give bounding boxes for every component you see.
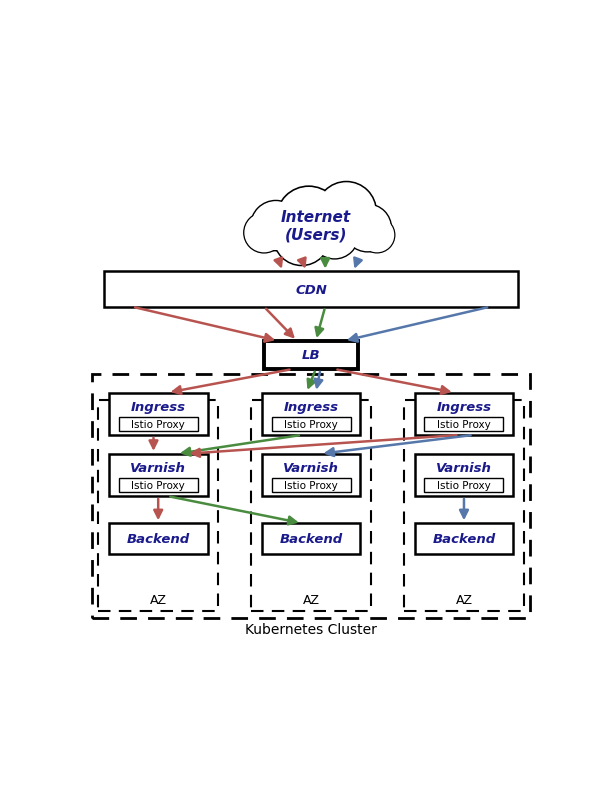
FancyBboxPatch shape [109, 393, 208, 436]
Circle shape [245, 214, 283, 253]
Text: Varnish: Varnish [131, 461, 186, 474]
Circle shape [361, 219, 393, 252]
FancyBboxPatch shape [262, 393, 361, 436]
Text: Istio Proxy: Istio Proxy [437, 419, 491, 429]
FancyBboxPatch shape [271, 478, 351, 492]
Text: Ingress: Ingress [131, 400, 186, 413]
Circle shape [317, 183, 376, 242]
Text: Istio Proxy: Istio Proxy [437, 480, 491, 491]
FancyBboxPatch shape [104, 272, 518, 307]
Circle shape [245, 214, 283, 252]
Circle shape [251, 202, 300, 251]
Circle shape [275, 212, 328, 264]
Circle shape [312, 213, 357, 258]
Text: Ingress: Ingress [436, 400, 492, 413]
Circle shape [318, 184, 375, 241]
Text: AZ: AZ [302, 594, 320, 607]
FancyBboxPatch shape [424, 478, 503, 492]
FancyBboxPatch shape [264, 341, 358, 370]
FancyBboxPatch shape [119, 417, 198, 431]
FancyBboxPatch shape [415, 523, 514, 554]
FancyBboxPatch shape [119, 478, 198, 492]
Text: CDN: CDN [295, 283, 327, 296]
Circle shape [277, 187, 341, 251]
Text: Backend: Backend [432, 532, 495, 545]
FancyBboxPatch shape [424, 417, 503, 431]
Text: AZ: AZ [150, 594, 167, 607]
Text: Istio Proxy: Istio Proxy [284, 419, 338, 429]
FancyBboxPatch shape [415, 393, 514, 436]
FancyBboxPatch shape [262, 454, 361, 496]
Text: Backend: Backend [279, 532, 343, 545]
FancyBboxPatch shape [262, 523, 361, 554]
FancyBboxPatch shape [109, 454, 208, 496]
FancyBboxPatch shape [415, 454, 514, 496]
Text: Kubernetes Cluster: Kubernetes Cluster [245, 622, 377, 636]
Text: Ingress: Ingress [283, 400, 339, 413]
Text: Varnish: Varnish [436, 461, 492, 474]
Text: Backend: Backend [127, 532, 190, 545]
Text: Istio Proxy: Istio Proxy [131, 480, 185, 491]
FancyBboxPatch shape [109, 523, 208, 554]
FancyBboxPatch shape [271, 417, 351, 431]
Text: Varnish: Varnish [283, 461, 339, 474]
Circle shape [278, 188, 339, 250]
Circle shape [252, 203, 299, 250]
Circle shape [274, 211, 329, 265]
Circle shape [360, 219, 394, 253]
Text: LB: LB [302, 349, 320, 362]
Circle shape [311, 212, 358, 259]
Text: Istio Proxy: Istio Proxy [284, 480, 338, 491]
Text: AZ: AZ [455, 594, 472, 607]
Circle shape [344, 205, 391, 252]
Text: Istio Proxy: Istio Proxy [131, 419, 185, 429]
Text: Internet
(Users): Internet (Users) [280, 210, 351, 242]
Circle shape [345, 206, 390, 251]
